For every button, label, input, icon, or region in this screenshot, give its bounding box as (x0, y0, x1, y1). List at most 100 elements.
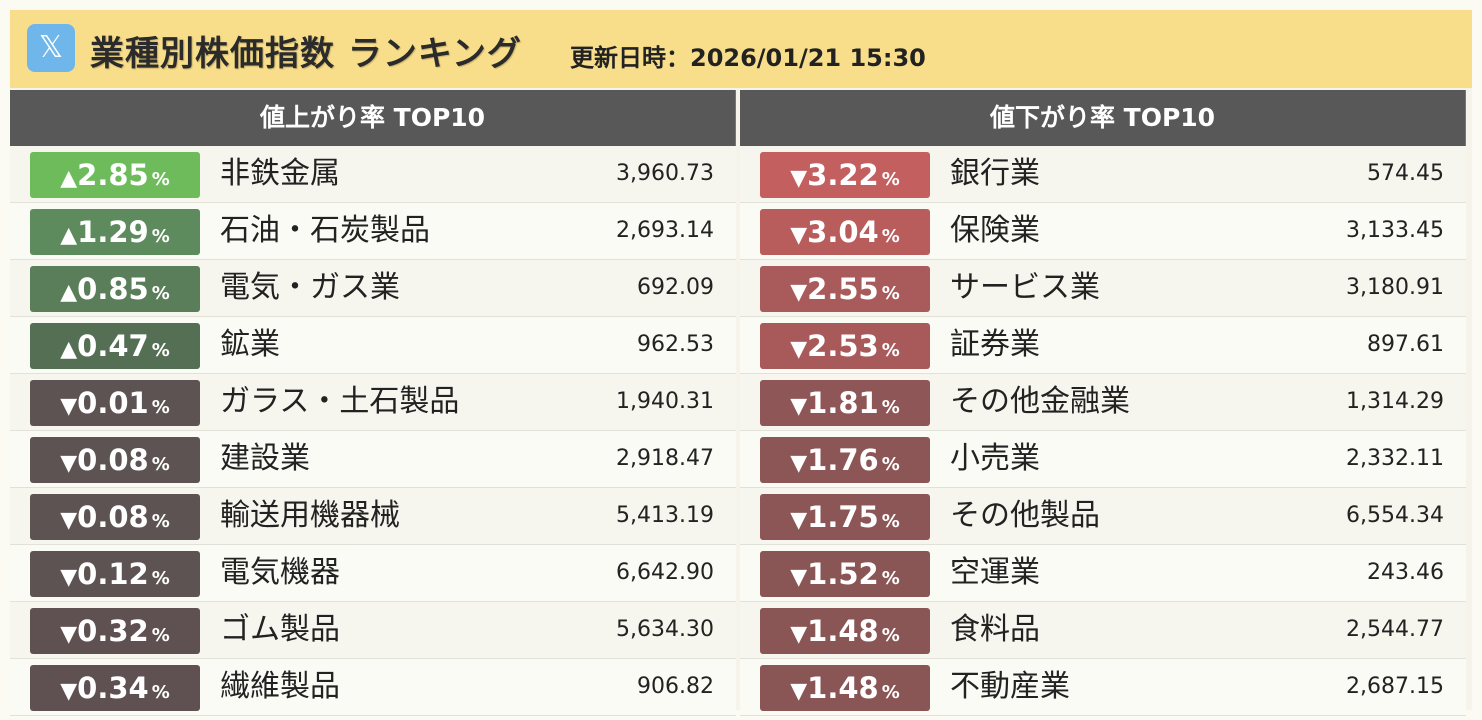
percent-unit: % (151, 226, 170, 247)
percent-unit: % (151, 682, 170, 703)
table-row: ▼2.55% サービス業 3,180.91 (740, 260, 1466, 317)
change-badge: ▼1.75% (760, 494, 930, 540)
change-value: 0.85 (77, 272, 149, 306)
percent-unit: % (881, 226, 900, 247)
down-arrow-icon: ▼ (790, 508, 808, 533)
table-row: ▼0.12% 電気機器 6,642.90 (10, 545, 736, 602)
down-arrow-icon: ▼ (60, 451, 78, 476)
down-arrow-icon: ▼ (790, 451, 808, 476)
table-row: ▼1.52% 空運業 243.46 (740, 545, 1466, 602)
down-arrow-icon: ▼ (790, 565, 808, 590)
sector-name: 非鉄金属 (220, 156, 340, 191)
percent-unit: % (151, 397, 170, 418)
index-value: 3,960.73 (616, 161, 714, 186)
percent-unit: % (881, 397, 900, 418)
up-arrow-icon: ▲ (60, 280, 78, 305)
down-arrow-icon: ▼ (60, 508, 78, 533)
change-value: 0.01 (77, 386, 149, 420)
sector-name: 不動産業 (950, 669, 1070, 704)
index-value: 243.46 (1367, 560, 1444, 585)
up-arrow-icon: ▲ (60, 166, 78, 191)
sector-name: ガラス・土石製品 (220, 384, 460, 419)
table-row: ▲0.47% 鉱業 962.53 (10, 317, 736, 374)
update-timestamp: 更新日時：2026/01/21 15:30 (570, 44, 926, 72)
change-badge: ▲0.85% (30, 266, 200, 312)
change-badge: ▼3.04% (760, 209, 930, 255)
index-value: 3,133.45 (1346, 218, 1444, 243)
change-value: 1.76 (807, 443, 879, 477)
change-badge: ▼0.08% (30, 494, 200, 540)
index-value: 2,693.14 (616, 218, 714, 243)
down-arrow-icon: ▼ (60, 622, 78, 647)
change-value: 2.55 (807, 272, 879, 306)
table-row: ▲2.85% 非鉄金属 3,960.73 (10, 146, 736, 203)
change-value: 0.47 (77, 329, 149, 363)
change-value: 0.08 (77, 443, 149, 477)
change-badge: ▼0.12% (30, 551, 200, 597)
table-row: ▼0.08% 建設業 2,918.47 (10, 431, 736, 488)
percent-unit: % (151, 169, 170, 190)
table-row: ▼1.76% 小売業 2,332.11 (740, 431, 1466, 488)
index-value: 1,940.31 (616, 389, 714, 414)
change-badge: ▼1.81% (760, 380, 930, 426)
change-badge: ▲0.47% (30, 323, 200, 369)
table-row: ▼2.53% 証券業 897.61 (740, 317, 1466, 374)
table-row: ▼0.34% 繊維製品 906.82 (10, 659, 736, 716)
change-badge: ▼2.53% (760, 323, 930, 369)
change-badge: ▼1.48% (760, 608, 930, 654)
sector-name: 小売業 (950, 441, 1040, 476)
table-row: ▼3.04% 保険業 3,133.45 (740, 203, 1466, 260)
sector-name: 電気機器 (220, 555, 340, 590)
gainers-header: 値上がり率 TOP10 (10, 90, 736, 146)
index-value: 6,554.34 (1346, 503, 1444, 528)
index-value: 574.45 (1367, 161, 1444, 186)
down-arrow-icon: ▼ (60, 565, 78, 590)
percent-unit: % (881, 169, 900, 190)
up-arrow-icon: ▲ (60, 223, 78, 248)
up-arrow-icon: ▲ (60, 337, 78, 362)
sector-name: 建設業 (220, 441, 310, 476)
down-arrow-icon: ▼ (790, 394, 808, 419)
change-value: 1.29 (77, 215, 149, 249)
change-value: 2.85 (77, 158, 149, 192)
table-row: ▼1.48% 不動産業 2,687.15 (740, 659, 1466, 716)
change-badge: ▲2.85% (30, 152, 200, 198)
percent-unit: % (881, 454, 900, 475)
percent-unit: % (881, 682, 900, 703)
sector-name: 電気・ガス業 (220, 270, 400, 305)
sector-name: 空運業 (950, 555, 1040, 590)
down-arrow-icon: ▼ (790, 337, 808, 362)
index-value: 2,687.15 (1346, 674, 1444, 699)
gainers-panel: 値上がり率 TOP10 ▲2.85% 非鉄金属 3,960.73 ▲1.29% 石油・石… (10, 90, 736, 716)
change-badge: ▼1.48% (760, 665, 930, 711)
down-arrow-icon: ▼ (790, 679, 808, 704)
down-arrow-icon: ▼ (790, 223, 808, 248)
change-badge: ▼2.55% (760, 266, 930, 312)
sector-name: 食料品 (950, 612, 1040, 647)
down-arrow-icon: ▼ (790, 280, 808, 305)
sector-name: 保険業 (950, 213, 1040, 248)
percent-unit: % (151, 283, 170, 304)
down-arrow-icon: ▼ (790, 622, 808, 647)
change-value: 2.53 (807, 329, 879, 363)
sector-name: その他製品 (950, 498, 1100, 533)
x-logo-icon[interactable]: 𝕏 (27, 24, 75, 72)
index-value: 3,180.91 (1346, 275, 1444, 300)
index-value: 2,544.77 (1346, 617, 1444, 642)
percent-unit: % (881, 511, 900, 532)
change-badge: ▼0.08% (30, 437, 200, 483)
percent-unit: % (881, 568, 900, 589)
percent-unit: % (151, 511, 170, 532)
down-arrow-icon: ▼ (790, 166, 808, 191)
change-badge: ▼3.22% (760, 152, 930, 198)
sector-name: ゴム製品 (220, 612, 340, 647)
table-row: ▲1.29% 石油・石炭製品 2,693.14 (10, 203, 736, 260)
down-arrow-icon: ▼ (60, 679, 78, 704)
table-row: ▼1.75% その他製品 6,554.34 (740, 488, 1466, 545)
percent-unit: % (151, 454, 170, 475)
sector-name: 証券業 (950, 327, 1040, 362)
change-badge: ▼0.34% (30, 665, 200, 711)
page-title: 業種別株価指数 ランキング (90, 34, 522, 74)
losers-header: 値下がり率 TOP10 (740, 90, 1466, 146)
change-value: 1.48 (807, 671, 879, 705)
